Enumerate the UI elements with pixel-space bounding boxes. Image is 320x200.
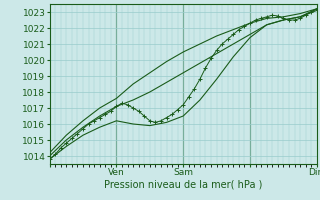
X-axis label: Pression niveau de la mer( hPa ): Pression niveau de la mer( hPa ) — [104, 180, 262, 190]
